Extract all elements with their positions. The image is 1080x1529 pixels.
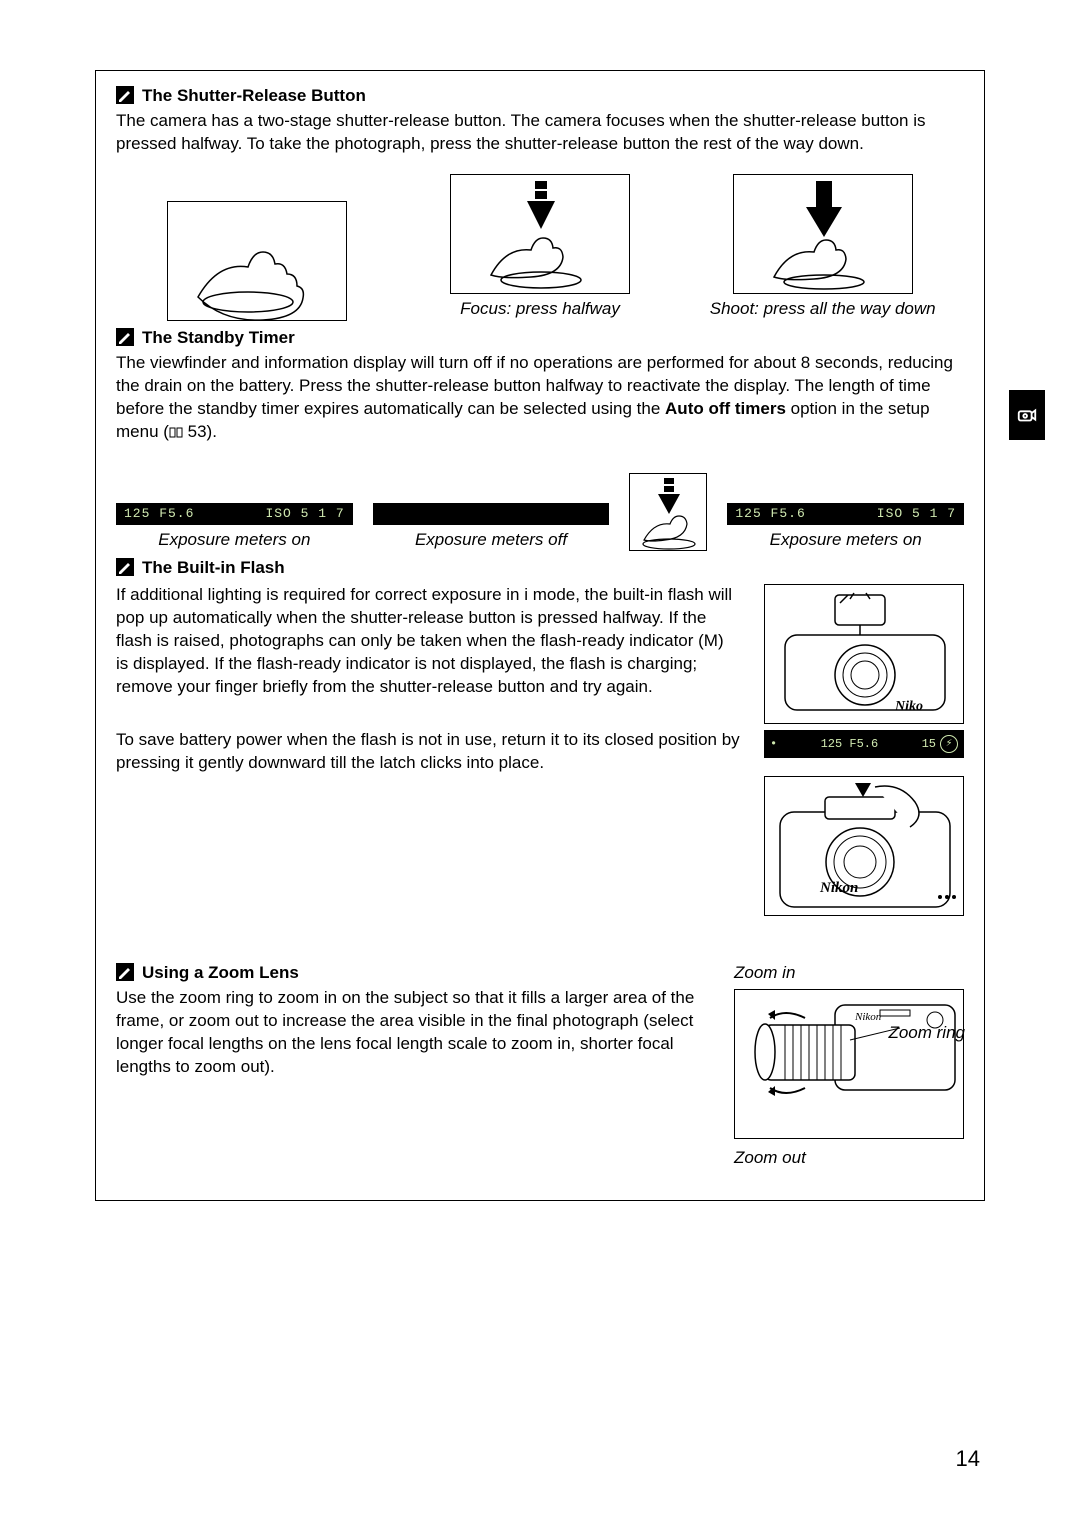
lcd-display-off [373, 503, 610, 525]
zoom-section: Using a Zoom Lens Use the zoom ring to z… [116, 962, 964, 1170]
section-heading-zoom: Using a Zoom Lens [116, 962, 710, 985]
lcd-left: 125 F5.6 [735, 505, 805, 523]
pencil-icon [116, 328, 134, 346]
flash-p1: If additional lighting is required for c… [116, 584, 740, 699]
illus-press-small [629, 473, 707, 551]
illus-camera-flash-up: Niko [764, 584, 964, 724]
page-number: 14 [956, 1444, 980, 1474]
content-frame: The Shutter-Release Button The camera ha… [95, 70, 985, 1201]
side-tab-icon [1009, 390, 1045, 440]
lcd-right: ISO 5 1 7 [877, 505, 956, 523]
section-heading-shutter: The Shutter-Release Button [116, 85, 964, 108]
illus-zoom-lens: Nikon Zoom ring [734, 989, 964, 1139]
heading-text: The Shutter-Release Button [142, 86, 366, 105]
flash-section: If additional lighting is required for c… [116, 584, 964, 922]
lcd-caption: Exposure meters on [727, 529, 964, 552]
heading-text: The Standby Timer [142, 328, 295, 347]
zoom-ring-label: Zoom ring [888, 1022, 965, 1045]
pencil-icon [116, 963, 134, 981]
caption-focus: Focus: press halfway [399, 298, 682, 321]
lcd-dot: • [770, 736, 777, 752]
bold-text: Auto off timers [665, 399, 786, 418]
flash-p2: To save battery power when the flash is … [116, 729, 740, 775]
pencil-icon [116, 558, 134, 576]
illus-press-full [733, 174, 913, 294]
lcd-row: 125 F5.6 ISO 5 1 7 Exposure meters on Ex… [116, 473, 964, 551]
lcd-caption: Exposure meters on [116, 529, 353, 552]
zoom-out-label: Zoom out [734, 1147, 964, 1170]
shutter-illustrations-row: Focus: press halfway Shoot: press all th… [116, 174, 964, 321]
camera-lcd: • 125 F5.6 15 ⚡ [764, 730, 964, 758]
standby-body: The viewfinder and information display w… [116, 352, 964, 444]
svg-text:Niko: Niko [894, 699, 923, 714]
lcd-display-on-2: 125 F5.6 ISO 5 1 7 [727, 503, 964, 525]
caption-shoot: Shoot: press all the way down [681, 298, 964, 321]
flash-ready-icon: ⚡ [940, 735, 958, 753]
lcd-right: 15 [922, 736, 936, 752]
heading-text: The Built-in Flash [142, 558, 285, 577]
illus-hand-rest [167, 201, 347, 321]
section-heading-standby: The Standby Timer [116, 327, 964, 350]
illus-camera-flash-down: Nikon [764, 776, 964, 916]
pencil-icon [116, 86, 134, 104]
zoom-body: Use the zoom ring to zoom in on the subj… [116, 987, 710, 1079]
book-icon [169, 422, 183, 433]
lcd-caption: Exposure meters off [373, 529, 610, 552]
svg-text:Nikon: Nikon [819, 880, 858, 896]
text: 53). [183, 422, 217, 441]
lcd-left: 125 F5.6 [124, 505, 194, 523]
lcd-right: ISO 5 1 7 [265, 505, 344, 523]
illus-press-halfway [450, 174, 630, 294]
section-heading-flash: The Built-in Flash [116, 557, 964, 580]
svg-text:Nikon: Nikon [854, 1011, 882, 1023]
lcd-left: 125 F5.6 [821, 736, 879, 752]
zoom-in-label: Zoom in [734, 962, 964, 985]
heading-text: Using a Zoom Lens [142, 963, 299, 982]
lcd-display-on: 125 F5.6 ISO 5 1 7 [116, 503, 353, 525]
shutter-body: The camera has a two-stage shutter-relea… [116, 110, 964, 156]
